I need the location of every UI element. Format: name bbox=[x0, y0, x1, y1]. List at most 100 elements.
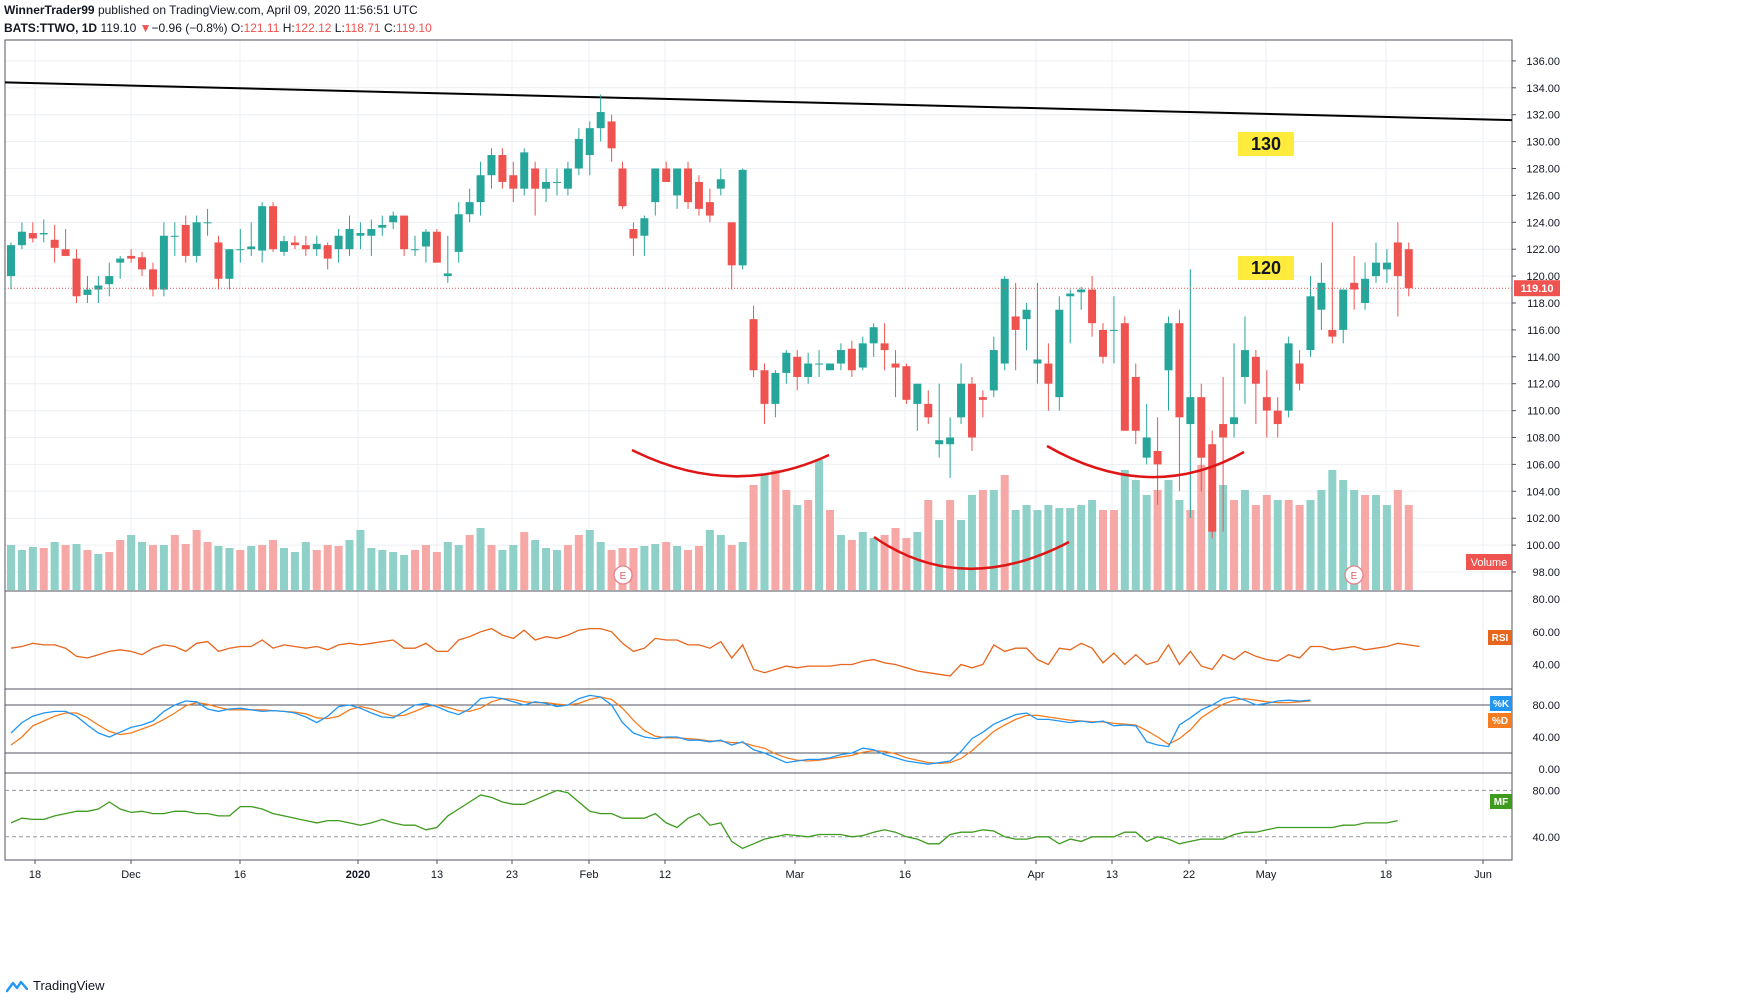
candle-body bbox=[487, 155, 496, 176]
high-value: 122.12 bbox=[294, 21, 332, 35]
price-tick-label: 132.00 bbox=[1526, 110, 1560, 122]
volume-bar bbox=[1164, 480, 1173, 590]
candle-body bbox=[421, 231, 430, 247]
volume-bar bbox=[1175, 500, 1184, 590]
volume-bar bbox=[192, 530, 201, 590]
volume-bar bbox=[596, 542, 605, 590]
volume-bar bbox=[421, 545, 430, 590]
volume-bar bbox=[836, 535, 845, 590]
candle-body bbox=[618, 168, 627, 207]
volume-bar bbox=[1382, 505, 1391, 590]
candle-body bbox=[1120, 323, 1129, 431]
price-tick-label: 108.00 bbox=[1526, 433, 1560, 445]
price-tick-label: 98.00 bbox=[1532, 567, 1560, 579]
volume-bar bbox=[258, 545, 267, 590]
candle-body bbox=[1219, 424, 1228, 438]
candle-body bbox=[378, 224, 387, 228]
earnings-marker-icon bbox=[613, 565, 633, 585]
rsi-badge: RSI bbox=[1492, 633, 1509, 644]
time-tick-label: 23 bbox=[506, 869, 518, 881]
last-price: 119.10 bbox=[100, 21, 137, 35]
candle-body bbox=[1066, 293, 1075, 297]
candle-body bbox=[465, 202, 474, 215]
volume-bar bbox=[771, 470, 780, 590]
volume-bar bbox=[323, 545, 332, 590]
tradingview-brand[interactable]: TradingView bbox=[6, 978, 105, 993]
time-tick-label: 22 bbox=[1183, 869, 1195, 881]
candle-body bbox=[684, 168, 693, 203]
candle-body bbox=[924, 403, 933, 418]
volume-bar bbox=[214, 546, 223, 590]
volume-bar bbox=[1131, 480, 1140, 590]
time-tick-label: Apr bbox=[1027, 869, 1044, 881]
volume-bar bbox=[1186, 510, 1195, 590]
candle-body bbox=[913, 383, 922, 404]
candle-body bbox=[476, 175, 485, 203]
candle-body bbox=[585, 128, 594, 156]
price-tick-label: 128.00 bbox=[1526, 164, 1560, 176]
candle-body bbox=[367, 229, 376, 236]
candle-body bbox=[542, 181, 551, 189]
candle-body bbox=[127, 255, 136, 259]
candle-body bbox=[716, 179, 725, 189]
candle-body bbox=[749, 319, 758, 371]
stoch-k-badge-box bbox=[1490, 696, 1512, 711]
candle-body bbox=[1306, 296, 1315, 351]
level-120-box bbox=[1238, 256, 1294, 280]
volume-bar bbox=[1208, 490, 1217, 590]
candle-body bbox=[50, 239, 59, 248]
low-value: 118.71 bbox=[344, 21, 381, 35]
cup-annotations[interactable] bbox=[631, 444, 1245, 571]
low-label: L: bbox=[334, 21, 345, 35]
volume-bar bbox=[83, 550, 92, 590]
candle-body bbox=[1109, 329, 1118, 331]
volume-bar bbox=[61, 545, 70, 590]
candle-body bbox=[946, 437, 955, 445]
volume-bar bbox=[334, 546, 343, 590]
earnings-marker-label: E bbox=[620, 571, 627, 582]
level-130-label: 130 bbox=[1251, 134, 1281, 154]
volume-bar bbox=[989, 490, 998, 590]
author-name[interactable]: WinnerTrader99 bbox=[4, 3, 95, 17]
volume-bar bbox=[94, 554, 103, 590]
close-value: 119.10 bbox=[395, 21, 432, 35]
candle-body bbox=[673, 168, 682, 196]
volume-bar bbox=[880, 535, 889, 590]
volume-bar bbox=[1044, 505, 1053, 590]
candle-body bbox=[1186, 397, 1195, 425]
candle-body bbox=[902, 366, 911, 400]
candle-body bbox=[880, 343, 889, 351]
volume-bar bbox=[72, 544, 81, 590]
volume-bar bbox=[498, 550, 507, 590]
volume-bar bbox=[705, 530, 714, 590]
rsi-line bbox=[10, 627, 1420, 677]
stoch-k-line bbox=[10, 694, 1311, 765]
price-tick-label: 100.00 bbox=[1526, 540, 1560, 552]
candle-body bbox=[1273, 410, 1282, 425]
volume-bar bbox=[50, 542, 59, 590]
price-tick-label: 112.00 bbox=[1527, 379, 1560, 391]
trendline[interactable] bbox=[4, 81, 1513, 122]
price-tick-label: 116.00 bbox=[1527, 325, 1560, 337]
rsi-tick-label: 40.00 bbox=[1532, 660, 1560, 672]
time-tick-label: Mar bbox=[786, 869, 805, 881]
candle-body bbox=[989, 350, 998, 391]
candle-body bbox=[443, 273, 452, 277]
candle-body bbox=[967, 383, 976, 438]
volume-bar bbox=[924, 500, 933, 590]
candle-body bbox=[1393, 242, 1402, 277]
candle-body bbox=[760, 370, 769, 404]
volume-bar bbox=[1099, 510, 1107, 590]
candle-body bbox=[94, 285, 103, 290]
volume-bar bbox=[1339, 480, 1348, 590]
price-tick-label: 118.00 bbox=[1527, 298, 1560, 310]
symbol-interval[interactable]: BATS:TTWO, 1D bbox=[4, 21, 98, 35]
volume-bar bbox=[640, 546, 649, 590]
candle-body bbox=[705, 202, 714, 216]
candle-body bbox=[1055, 309, 1064, 398]
candle-body bbox=[72, 258, 81, 297]
candle-body bbox=[1175, 323, 1184, 418]
candle-body bbox=[978, 397, 987, 400]
time-tick-label: 2020 bbox=[346, 869, 370, 881]
